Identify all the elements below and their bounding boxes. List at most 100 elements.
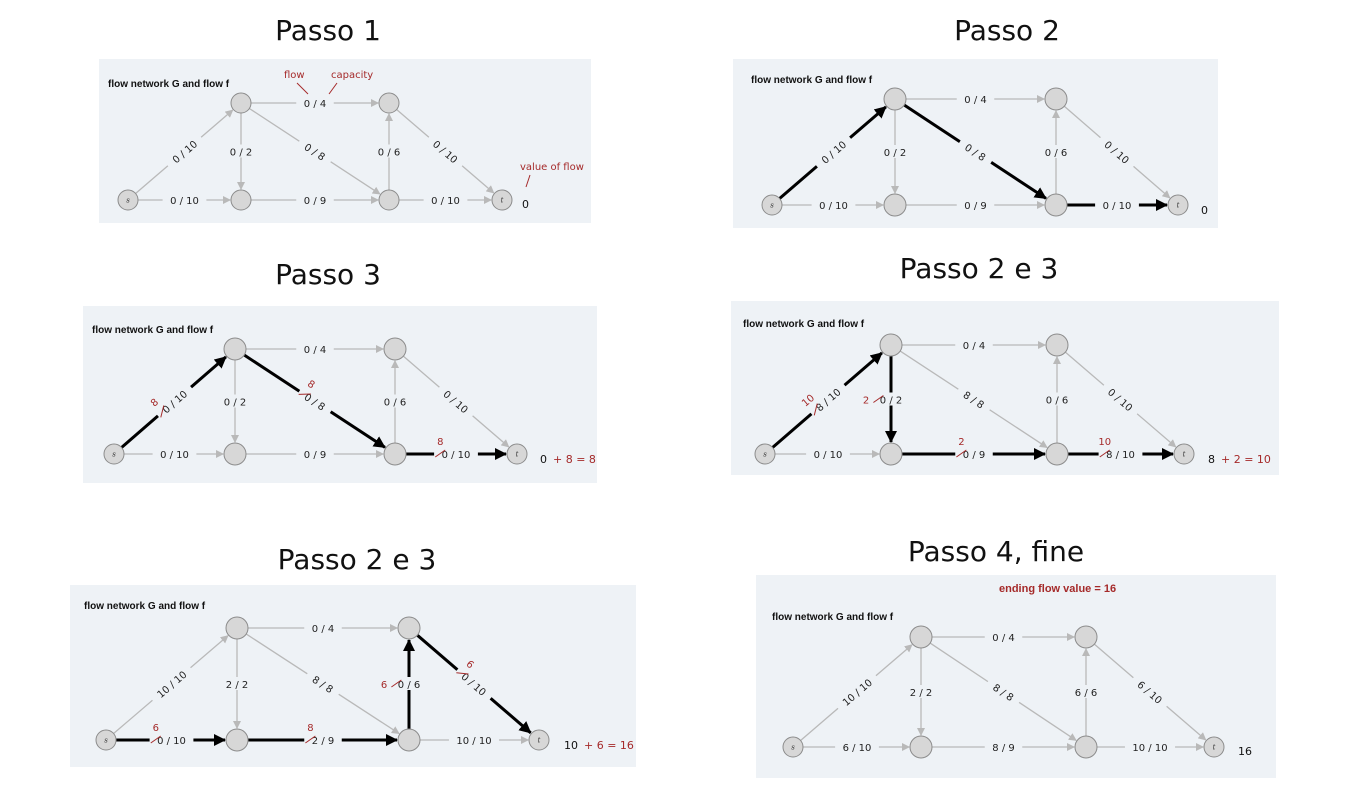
node-s — [754, 443, 776, 465]
edge-label-bd: 8 / 9 — [984, 740, 1023, 754]
edge-labels: 0 / 10 8 0 / 10 0 / 2 0 / 4 0 / 88 0 / 9 0 / 6 0… — [149, 342, 478, 461]
flow-network-panel-3: flow network G and flow f 0 / 10 8 0 / 10 0 … — [83, 306, 597, 483]
node-b — [225, 728, 249, 752]
node-t — [528, 729, 550, 751]
node-label-t: t — [516, 451, 519, 459]
edge-flow-capacity: 0 / 10 — [819, 201, 848, 212]
annotation-flow: flow — [284, 70, 305, 81]
node-c — [397, 616, 421, 640]
edge-flow-update: 8 — [305, 379, 316, 392]
edge-label-ac: 0 / 4 — [955, 338, 993, 352]
flow-network-diagram-2: flow network G and flow f 0 / 10 0 / 10 0 /… — [751, 75, 1208, 217]
edge-flow-capacity: 0 / 6 — [378, 148, 400, 159]
flow-network-panel-6: flow network G and flow f ending flow val… — [756, 575, 1276, 778]
edge-flow-update: 6 — [153, 723, 159, 734]
node-label-s: s — [112, 451, 116, 459]
node-d — [378, 189, 400, 211]
edge-flow-capacity: 0 / 2 — [224, 398, 246, 409]
node-label-s: s — [770, 202, 774, 210]
edge-flow-capacity: 0 / 9 — [964, 201, 986, 212]
edge-label-dt: 8 / 10 10 — [1098, 437, 1143, 461]
flow-value: 8 + 2 = 10 — [1208, 453, 1271, 466]
panel-title: flow network G and flow f — [772, 612, 894, 623]
edge-label-dc: 0 / 6 6 — [381, 677, 428, 691]
panel-title: flow network G and flow f — [751, 75, 873, 86]
edge-flow-update: 2 — [863, 396, 869, 407]
node-a — [879, 333, 903, 357]
node-c — [1074, 625, 1098, 649]
edge-flow-capacity: 0 / 2 — [230, 148, 252, 159]
flow-value: 16 — [1238, 745, 1252, 758]
annotation-capacity: capacity — [331, 70, 373, 81]
edge-flow-update: 2 — [958, 437, 964, 448]
edge-label-ct: 6 / 10 — [1129, 672, 1172, 711]
edge-label-ad: 8 / 8 — [955, 383, 994, 415]
edge-flow-capacity: 8 / 10 — [1106, 450, 1135, 461]
node-t — [1167, 194, 1189, 216]
flow-network-diagram-5: flow network G and flow f 10 / 10 0 / 10 6 2… — [84, 601, 634, 752]
edge-label-dt: 0 / 10 8 — [434, 437, 478, 461]
edge-flow-capacity: 0 / 6 — [1045, 148, 1067, 159]
node-label-t: t — [538, 737, 541, 745]
edge-label-ad: 0 / 8 — [956, 135, 996, 168]
edge-label-ct: 0 / 106 — [453, 659, 496, 703]
flow-network-panel-2: flow network G and flow f 0 / 10 0 / 10 0 /… — [733, 59, 1218, 228]
node-b — [879, 442, 903, 466]
node-d — [1045, 442, 1069, 466]
annotation-value-of-flow: value of flow — [520, 162, 584, 173]
edge-label-dc: 0 / 6 — [1038, 392, 1076, 407]
edge-label-ab: 2 / 2 — [218, 677, 256, 691]
edge-label-ad: 8 / 8 — [304, 667, 343, 700]
node-t — [1173, 443, 1195, 465]
node-b — [230, 189, 252, 211]
strike-mark — [813, 403, 818, 416]
edge-flow-capacity: 6 / 6 — [1075, 688, 1097, 699]
node-a — [909, 625, 933, 649]
edge-flow-capacity: 0 / 4 — [992, 633, 1014, 644]
edge-label-ab: 0 / 2 — [876, 145, 914, 159]
edge-flow-capacity: 0 / 9 — [304, 450, 326, 461]
step-title-3: Passo 3 — [275, 258, 381, 291]
node-a — [230, 92, 252, 114]
panel-title: flow network G and flow f — [92, 325, 214, 336]
node-d — [383, 442, 407, 466]
edge-label-ct: 0 / 10 — [1096, 132, 1139, 171]
edge-label-sb: 0 / 10 — [811, 198, 856, 212]
node-s — [761, 194, 783, 216]
edge-flow-capacity: 0 / 10 — [442, 450, 471, 461]
edge-flow-capacity: 0 / 4 — [963, 341, 985, 352]
node-c — [383, 337, 407, 361]
step-title-4: Passo 2 e 3 — [899, 252, 1059, 285]
edge-flow-capacity: 0 / 2 — [884, 148, 906, 159]
strike-mark — [456, 672, 469, 675]
edge-label-sa: 10 / 10 — [833, 670, 880, 713]
node-c — [1045, 333, 1069, 357]
edge-label-dc: 0 / 6 — [376, 394, 414, 409]
node-b — [883, 193, 907, 217]
edge-labels: 10 / 10 0 / 10 6 2 / 2 0 / 4 8 / 8 2 / 9 8 0 / 6… — [147, 621, 500, 747]
flow-network-diagram-6: flow network G and flow f ending flow val… — [772, 583, 1252, 759]
edge-flow-capacity: 0 / 6 — [1046, 396, 1068, 407]
edge-flow-update: 8 — [307, 723, 313, 734]
edge-flow-capacity: 0 / 4 — [304, 99, 326, 110]
edge-label-ab: 0 / 2 — [216, 394, 254, 409]
edge-label-ac: 0 / 4 — [984, 630, 1023, 644]
node-b — [909, 735, 933, 759]
flow-value: 0 — [522, 198, 529, 211]
edge-flow-capacity: 0 / 10 — [431, 196, 460, 207]
node-label-t: t — [1183, 451, 1186, 459]
edge-flow-capacity: 0 / 2 — [880, 396, 902, 407]
node-s — [117, 189, 139, 211]
edge-label-ct: 0 / 10 — [424, 131, 467, 171]
edge-flow-capacity: 0 / 9 — [304, 196, 326, 207]
edge-flow-capacity: 0 / 4 — [312, 624, 334, 635]
edge-label-bd: 2 / 9 8 — [304, 723, 342, 747]
step-title-1: Passo 1 — [275, 14, 381, 47]
edge-flow-capacity: 0 / 10 — [1103, 201, 1132, 212]
